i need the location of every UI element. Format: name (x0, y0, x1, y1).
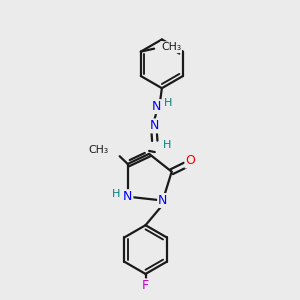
Text: CH₃: CH₃ (88, 145, 109, 155)
Text: CH₃: CH₃ (161, 42, 181, 52)
Text: H: H (163, 140, 171, 150)
Text: N: N (152, 100, 161, 113)
Text: H: H (112, 189, 121, 199)
Text: F: F (142, 279, 149, 292)
Text: O: O (185, 154, 195, 167)
Text: H: H (164, 98, 172, 108)
Text: N: N (123, 190, 132, 203)
Text: N: N (158, 194, 167, 207)
Text: N: N (149, 119, 159, 132)
